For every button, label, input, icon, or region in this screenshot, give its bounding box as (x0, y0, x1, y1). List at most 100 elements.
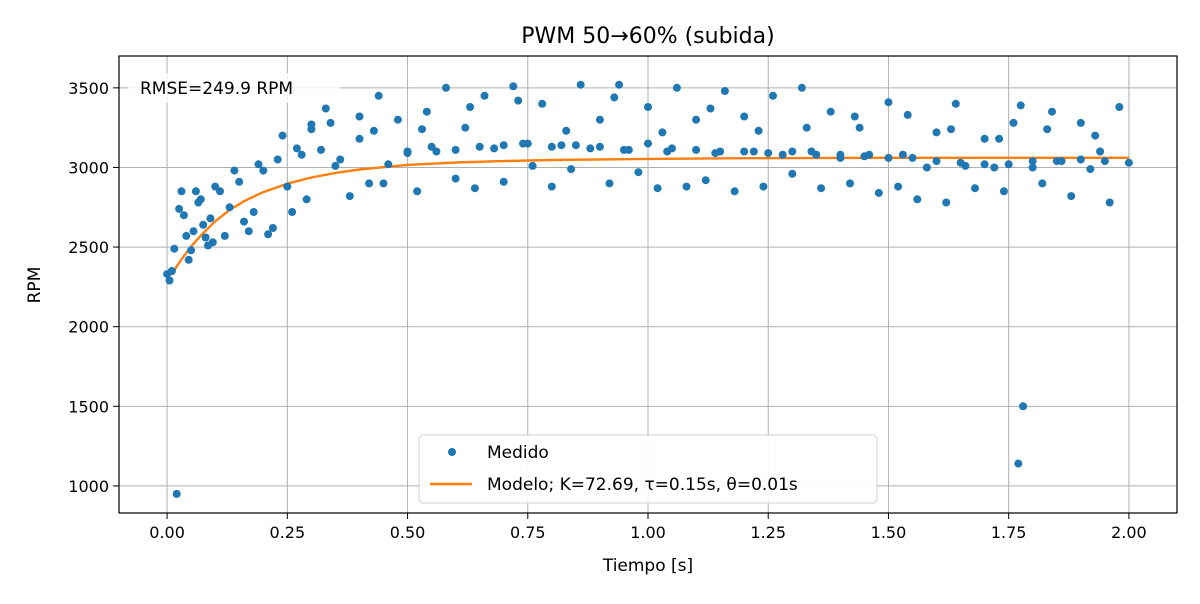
data-point (182, 231, 191, 240)
data-point (942, 198, 951, 207)
data-point (240, 217, 248, 226)
data-point (764, 149, 773, 158)
data-point (817, 184, 826, 193)
annotation-text: RMSE=249.9 RPM (140, 79, 293, 99)
data-point (230, 166, 239, 175)
data-point (514, 96, 523, 105)
data-point (567, 165, 576, 174)
data-point (302, 195, 311, 204)
data-point (1019, 402, 1028, 411)
x-tick-label: 0.50 (390, 523, 426, 542)
data-point (297, 150, 306, 159)
y-tick-label: 1000 (68, 477, 109, 496)
data-point (273, 155, 282, 164)
data-point (307, 120, 316, 129)
data-point (528, 161, 537, 170)
data-point (932, 157, 941, 166)
data-point (451, 145, 460, 154)
x-axis-label: Tiempo [s] (602, 556, 693, 576)
legend-label-measured: Medido (487, 443, 549, 463)
data-point (208, 238, 217, 247)
data-point (653, 184, 662, 193)
data-point (331, 161, 340, 170)
data-point (167, 267, 176, 275)
data-point (292, 144, 301, 153)
data-point (894, 182, 903, 191)
y-tick-label: 1500 (68, 397, 109, 416)
data-point (586, 144, 595, 153)
data-point (615, 80, 624, 89)
data-point (283, 182, 292, 191)
data-point (836, 150, 845, 159)
data-point (605, 179, 614, 188)
data-point (903, 110, 912, 119)
data-point (523, 139, 532, 148)
data-point (850, 112, 859, 121)
chart-title: PWM 50→60% (subida) (521, 24, 774, 49)
data-point (908, 153, 917, 162)
legend: Medido Modelo; K=72.69, τ=0.15s, θ=0.01s (418, 434, 878, 504)
data-point (538, 99, 547, 108)
data-point (720, 87, 729, 95)
data-point (1048, 107, 1056, 116)
y-tick-label: 3000 (68, 158, 109, 177)
y-tick-label: 2000 (68, 318, 109, 337)
data-point (451, 174, 460, 183)
data-point (874, 188, 883, 197)
data-point (393, 115, 402, 124)
data-point (355, 112, 364, 121)
data-point (172, 489, 181, 498)
data-point (384, 160, 393, 169)
x-tick-label: 1.50 (871, 523, 907, 542)
data-point (884, 153, 893, 162)
data-point (769, 91, 777, 100)
data-point (1067, 192, 1076, 201)
data-point (971, 184, 979, 193)
data-point (913, 195, 922, 204)
legend-label-model: Modelo; K=72.69, τ=0.15s, θ=0.01s (487, 475, 798, 495)
data-point (740, 147, 749, 156)
data-point (990, 163, 999, 172)
data-point (860, 152, 869, 161)
data-point (216, 187, 224, 196)
data-point (562, 126, 571, 135)
data-point (418, 125, 426, 134)
data-point (336, 155, 345, 164)
x-tick-label: 0.25 (270, 523, 306, 542)
data-point (759, 182, 768, 191)
data-point (225, 203, 234, 212)
data-point (644, 103, 652, 111)
data-point (201, 233, 210, 242)
data-point (317, 145, 325, 154)
data-point (980, 134, 989, 143)
data-point (855, 123, 864, 132)
data-point (610, 93, 619, 102)
data-point (499, 177, 508, 186)
y-tick-label: 2500 (68, 238, 109, 257)
data-point (355, 134, 364, 143)
data-point (499, 141, 508, 150)
data-point (369, 126, 378, 135)
data-point (403, 147, 412, 156)
data-point (413, 187, 422, 196)
data-point (826, 107, 835, 116)
data-point (365, 179, 374, 188)
data-point (634, 168, 643, 177)
data-point (797, 83, 806, 92)
data-point (1100, 157, 1109, 166)
data-point (668, 144, 676, 153)
data-point (509, 82, 518, 91)
legend-box (418, 434, 878, 504)
data-point (980, 160, 989, 169)
data-point (422, 107, 431, 116)
data-point (1105, 198, 1114, 207)
data-point (259, 166, 268, 175)
data-point (1043, 125, 1052, 134)
data-point (788, 169, 797, 178)
data-point (658, 128, 667, 137)
data-point (288, 208, 297, 216)
data-point (191, 187, 200, 196)
data-point (480, 91, 489, 100)
data-point (442, 83, 450, 92)
